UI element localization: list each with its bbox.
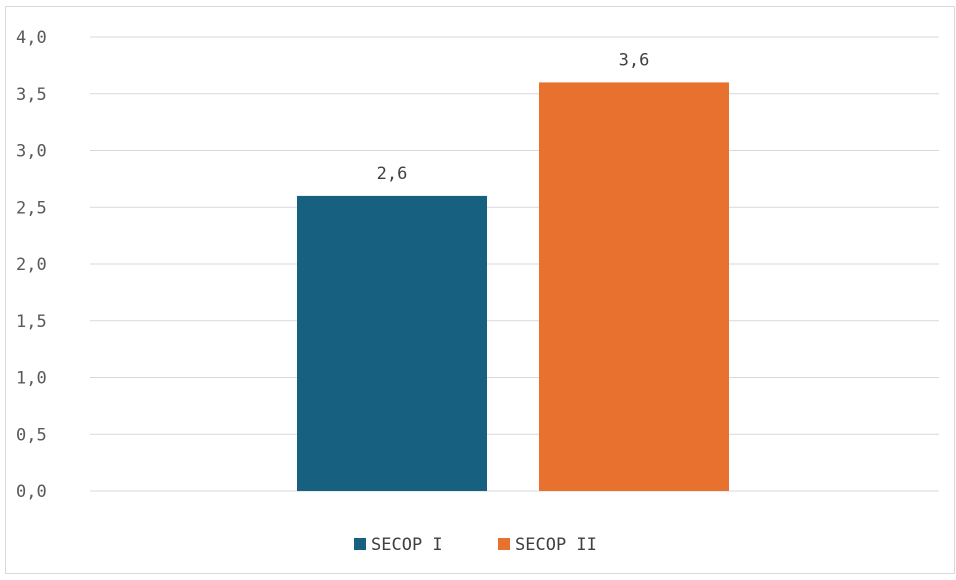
y-tick-label: 3,0 <box>16 142 47 162</box>
bar <box>297 195 487 491</box>
legend-label: SECOP I <box>371 535 443 555</box>
y-tick-label: 0,5 <box>16 425 47 445</box>
data-labels: 2,6 3,6 <box>377 50 650 184</box>
bars <box>297 82 729 492</box>
data-label: 3,6 <box>619 50 650 70</box>
y-tick-label: 4,0 <box>16 28 47 48</box>
y-tick-label: 1,5 <box>16 312 47 332</box>
y-tick-label: 0,0 <box>16 482 47 502</box>
bar-chart: 0,0 0,5 1,0 1,5 2,0 2,5 3,0 3,5 4,0 2,6 3,6 SECOP… <box>16 28 939 555</box>
chart-frame: 0,0 0,5 1,0 1,5 2,0 2,5 3,0 3,5 4,0 2,6 3,6 SECOP… <box>5 6 955 574</box>
y-tick-label: 1,0 <box>16 369 47 389</box>
data-label: 2,6 <box>377 164 408 184</box>
legend-label: SECOP II <box>515 535 597 555</box>
bar <box>539 82 729 492</box>
y-tick-label: 2,0 <box>16 255 47 275</box>
legend: SECOP I SECOP II <box>354 535 597 555</box>
y-axis-tick-labels: 0,0 0,5 1,0 1,5 2,0 2,5 3,0 3,5 4,0 <box>16 28 47 502</box>
y-tick-label: 3,5 <box>16 85 47 105</box>
gridlines <box>90 36 939 492</box>
y-tick-label: 2,5 <box>16 198 47 218</box>
legend-swatch <box>498 538 510 550</box>
legend-swatch <box>354 538 366 550</box>
